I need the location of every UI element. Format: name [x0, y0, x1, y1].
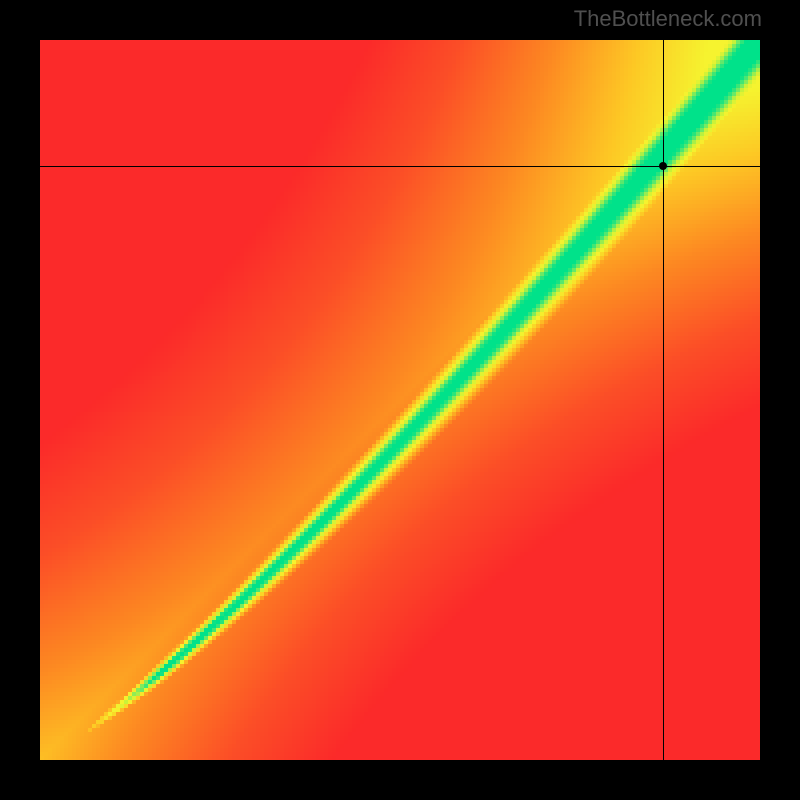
- crosshair-vertical-line: [663, 40, 664, 760]
- heatmap-canvas: [40, 40, 760, 760]
- watermark-text: TheBottleneck.com: [574, 6, 762, 32]
- crosshair-marker-dot: [659, 162, 667, 170]
- heatmap-plot: [40, 40, 760, 760]
- crosshair-horizontal-line: [40, 166, 760, 167]
